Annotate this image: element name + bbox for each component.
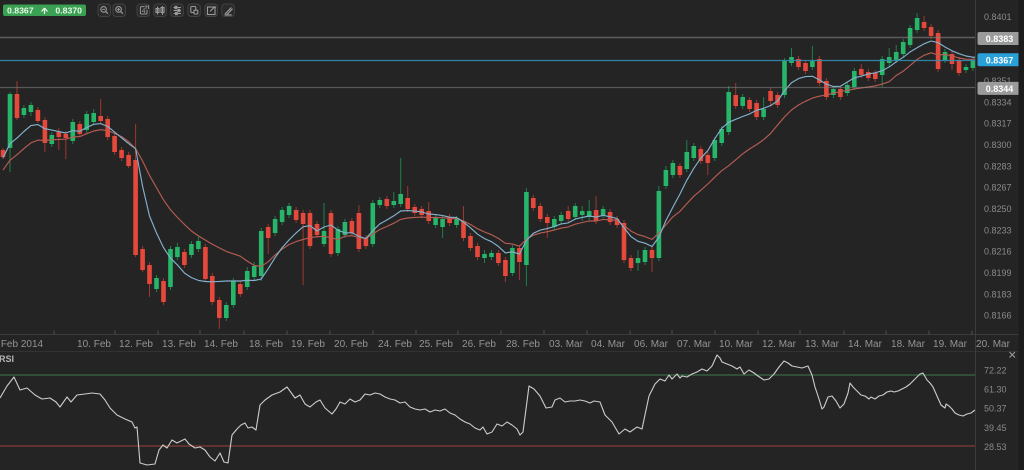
svg-text:13. Feb: 13. Feb <box>162 339 196 350</box>
svg-text:0.8383: 0.8383 <box>986 34 1014 44</box>
svg-text:19. Feb: 19. Feb <box>291 339 325 350</box>
svg-text:19. Mar: 19. Mar <box>933 339 968 350</box>
svg-text:0.8216: 0.8216 <box>984 247 1012 257</box>
svg-text:03. Mar: 03. Mar <box>549 339 584 350</box>
svg-text:20. Mar: 20. Mar <box>976 339 1011 350</box>
svg-text:0.8283: 0.8283 <box>984 161 1012 171</box>
svg-text:0.8317: 0.8317 <box>984 119 1012 129</box>
svg-text:0.8166: 0.8166 <box>984 311 1012 321</box>
svg-text:0.8334: 0.8334 <box>984 97 1012 107</box>
svg-text:18. Feb: 18. Feb <box>249 339 283 350</box>
svg-text:0.8300: 0.8300 <box>984 140 1012 150</box>
svg-text:20. Feb: 20. Feb <box>334 339 368 350</box>
svg-text:24. Feb: 24. Feb <box>378 339 412 350</box>
svg-text:72.22: 72.22 <box>984 366 1007 376</box>
svg-text:0.8344: 0.8344 <box>986 84 1014 94</box>
svg-text:04. Mar: 04. Mar <box>591 339 626 350</box>
svg-text:0.8267: 0.8267 <box>984 183 1012 193</box>
svg-text:0.8250: 0.8250 <box>984 204 1012 214</box>
svg-text:18. Mar: 18. Mar <box>891 339 926 350</box>
svg-text:0.8370: 0.8370 <box>55 5 82 15</box>
svg-text:4: 4 <box>142 8 146 15</box>
svg-text:12. Feb: 12. Feb <box>119 339 153 350</box>
svg-text:06 Feb 2014: 06 Feb 2014 <box>0 339 44 350</box>
svg-text:10. Feb: 10. Feb <box>77 339 111 350</box>
svg-text:0.8199: 0.8199 <box>984 268 1012 278</box>
svg-text:12. Mar: 12. Mar <box>762 339 797 350</box>
svg-text:0.8401: 0.8401 <box>984 12 1012 22</box>
svg-text:H: H <box>145 5 149 11</box>
svg-text:0.8367: 0.8367 <box>986 55 1014 65</box>
svg-text:07. Mar: 07. Mar <box>677 339 712 350</box>
svg-text:0.8367: 0.8367 <box>7 5 34 15</box>
svg-text:0.8351: 0.8351 <box>984 76 1012 86</box>
svg-text:28.53: 28.53 <box>984 442 1007 452</box>
svg-text:06. Mar: 06. Mar <box>634 339 669 350</box>
svg-text:14. Mar: 14. Mar <box>848 339 883 350</box>
svg-text:25. Feb: 25. Feb <box>419 339 453 350</box>
svg-text:RSI: RSI <box>0 354 14 364</box>
svg-text:0.8183: 0.8183 <box>984 289 1012 299</box>
svg-text:13. Mar: 13. Mar <box>805 339 840 350</box>
svg-text:26. Feb: 26. Feb <box>462 339 496 350</box>
svg-text:0.8233: 0.8233 <box>984 225 1012 235</box>
svg-text:10. Mar: 10. Mar <box>719 339 754 350</box>
svg-text:14. Feb: 14. Feb <box>204 339 238 350</box>
svg-text:61.30: 61.30 <box>984 385 1007 395</box>
svg-text:39.45: 39.45 <box>984 423 1007 433</box>
svg-text:50.37: 50.37 <box>984 404 1007 414</box>
svg-text:28. Feb: 28. Feb <box>506 339 540 350</box>
